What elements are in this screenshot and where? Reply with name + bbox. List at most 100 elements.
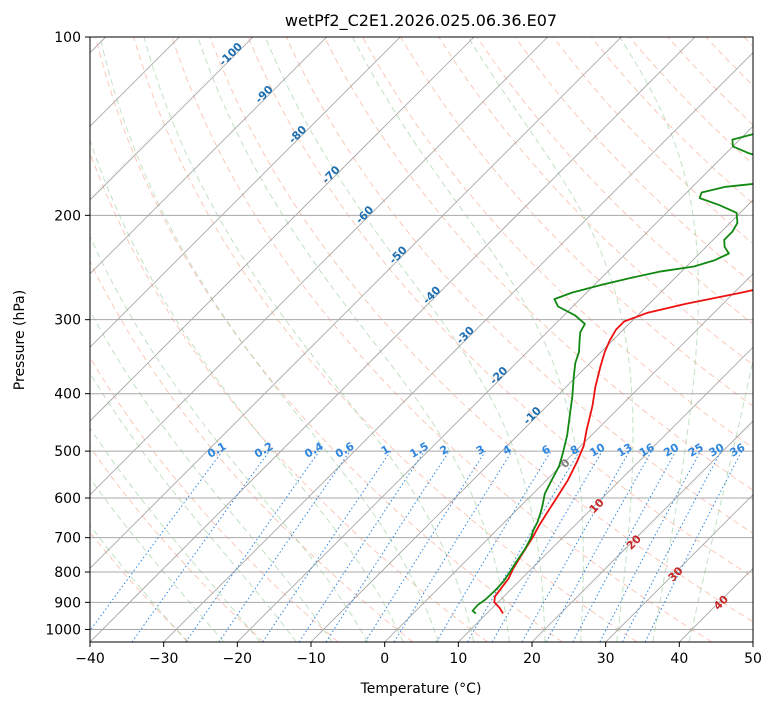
dry-adiabat-label: 30 [666,564,686,584]
x-tick-label: 40 [670,651,688,667]
mixing-ratio-line [364,450,486,642]
dry-adiabat-line [171,37,712,642]
isotherm-line [310,199,753,642]
y-tick-label: 1000 [45,622,81,638]
moist-adiabat-line [264,37,546,642]
isotherm-line [752,641,753,642]
mixing-ratio-line [218,450,351,642]
mixing-ratio-line [545,450,653,642]
mixing-ratio-label: 0.1 [205,440,228,461]
isotherm-line [531,420,753,642]
x-axis-label: Temperature (°C) [360,681,482,697]
y-tick-label: 200 [54,208,81,224]
moist-adiabat-label: -90 [253,83,276,106]
chart-title: wetPf2_C2E1.2026.025.06.36.E07 [285,11,557,31]
mixing-ratio-label: 16 [637,441,657,460]
x-axis: −40 −30 −20 −10 0 10 20 30 40 50 [75,642,762,667]
dry-adiabat-line [438,37,753,366]
dry-adiabat-line [209,37,753,623]
mixing-ratio-line [644,450,743,642]
dry-adiabat-line [552,37,753,245]
mixing-ratio-label: 25 [686,441,706,460]
dry-adiabat-line [590,37,753,205]
dry-adiabat-line [90,260,414,642]
dry-adiabat-line [743,37,753,47]
y-axis-label: Pressure (hPa) [12,290,28,390]
y-tick-label: 400 [54,387,81,403]
moist-adiabat-line [90,427,261,642]
mixing-ratio-line [325,450,450,642]
moist-adiabat-line [90,309,333,642]
mixing-ratio-label: 1 [379,443,392,458]
mixing-ratio-label: 30 [707,441,727,460]
dry-adiabat-line [90,151,488,642]
moist-adiabat-line [467,37,634,642]
moist-adiabat-line [197,37,510,642]
isotherm-line [458,346,753,642]
moist-adiabat-label: -20 [487,364,510,387]
moist-adiabat-line [90,524,188,642]
dry-adiabat-line [247,37,753,578]
moist-adiabat-line [99,37,439,642]
y-tick-label: 300 [54,313,81,329]
x-tick-label: −10 [296,651,326,667]
dry-adiabat-label: 40 [711,592,731,612]
mixing-ratio-line [435,450,552,642]
x-tick-label: 50 [744,651,762,667]
x-tick-label: 0 [380,651,389,667]
moist-adiabat-label: -80 [286,123,309,146]
moist-adiabat-line [90,235,369,642]
y-tick-label: 800 [54,565,81,581]
mixing-ratio-line [185,450,320,642]
dewpoint-profile-line [471,133,753,615]
mixing-ratio-label: 0.6 [333,439,357,460]
mixing-ratio-label: 1.5 [408,440,431,461]
moist-adiabat-label: -70 [320,163,343,186]
mixing-ratio-label: 20 [661,441,681,460]
series-group [471,133,753,615]
dry-adiabat-line [95,37,563,642]
isotherm-line [90,37,254,201]
dry-adiabat-line [90,531,190,642]
y-tick-label: 700 [54,531,81,547]
dry-adiabat-line [90,445,264,642]
mixing-ratio-line [131,450,270,642]
x-tick-label: 20 [523,651,541,667]
mixing-ratio-label: 0.4 [302,439,326,460]
moist-adiabat-line [90,138,404,642]
y-tick-label: 100 [54,30,81,46]
dry-adiabat-line [323,37,753,491]
mixing-ratio-label: 6 [539,442,552,457]
moist-adiabat-label: -100 [216,40,245,69]
moist-adiabat-label: -60 [353,203,376,226]
moist-adiabat-line [688,357,753,642]
mixing-ratio-line [572,450,677,642]
y-tick-label: 900 [54,595,81,611]
x-tick-label: −30 [149,651,179,667]
dry-adiabat-line [476,37,753,325]
moist-adiabat-line [143,37,475,642]
dry-adiabat-label: 0 [558,456,573,471]
dry-adiabat-line [90,356,339,642]
isotherm-line [163,52,753,642]
moist-adiabat-label: -50 [387,243,410,266]
mixing-ratio-label: 10 [587,441,607,460]
mixing-ratio-line [262,450,392,642]
dry-adiabat-line [705,37,753,87]
dry-adiabat-line [514,37,753,285]
mixing-ratio-line [599,450,701,642]
isotherm-line [237,125,753,642]
moist-adiabat-line [619,37,699,642]
isotherm-line [90,37,401,348]
isotherm-line [90,37,696,642]
mixing-ratio-label: 3 [474,443,487,458]
plot-frame [89,36,754,643]
moist-adiabat-label: -40 [420,283,443,306]
mixing-ratio-line [393,450,513,642]
dry-adiabat-line [667,37,753,126]
dry-adiabat-line [285,37,753,535]
isotherm-line [90,37,548,496]
dry-adiabat-line [133,37,638,642]
moist-adiabat-line [352,37,584,642]
